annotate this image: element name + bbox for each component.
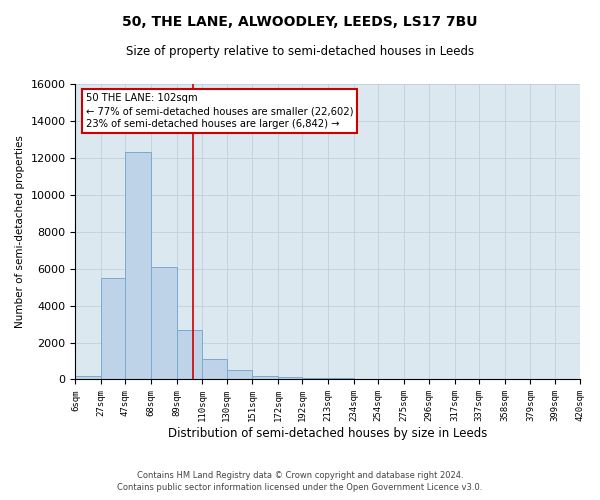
Y-axis label: Number of semi-detached properties: Number of semi-detached properties bbox=[15, 136, 25, 328]
Bar bbox=[227, 370, 253, 380]
Bar bbox=[202, 359, 227, 380]
Bar bbox=[278, 376, 302, 380]
Bar bbox=[176, 330, 202, 380]
Bar bbox=[302, 378, 328, 380]
Bar bbox=[76, 376, 101, 380]
Text: 50 THE LANE: 102sqm
← 77% of semi-detached houses are smaller (22,602)
23% of se: 50 THE LANE: 102sqm ← 77% of semi-detach… bbox=[86, 93, 353, 130]
Bar bbox=[125, 152, 151, 380]
Text: 50, THE LANE, ALWOODLEY, LEEDS, LS17 7BU: 50, THE LANE, ALWOODLEY, LEEDS, LS17 7BU bbox=[122, 15, 478, 29]
Text: Contains HM Land Registry data © Crown copyright and database right 2024.
Contai: Contains HM Land Registry data © Crown c… bbox=[118, 471, 482, 492]
Bar bbox=[253, 376, 278, 380]
X-axis label: Distribution of semi-detached houses by size in Leeds: Distribution of semi-detached houses by … bbox=[168, 427, 488, 440]
Bar bbox=[151, 267, 176, 380]
Bar bbox=[101, 278, 125, 380]
Bar bbox=[353, 378, 378, 380]
Text: Size of property relative to semi-detached houses in Leeds: Size of property relative to semi-detach… bbox=[126, 45, 474, 58]
Bar bbox=[328, 378, 353, 380]
